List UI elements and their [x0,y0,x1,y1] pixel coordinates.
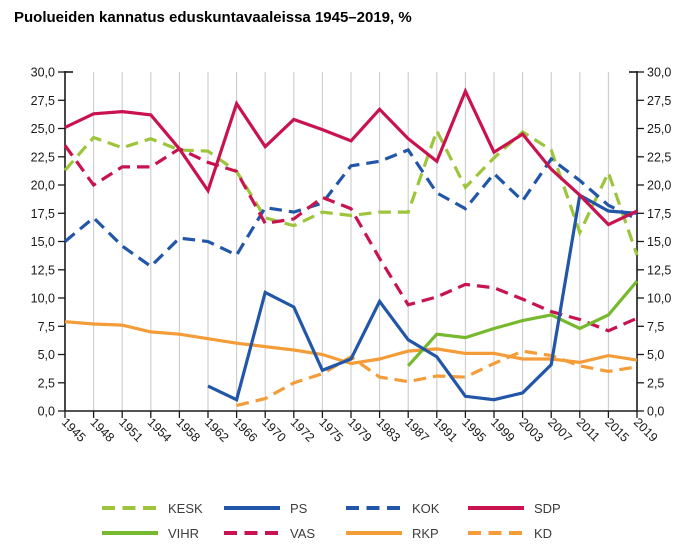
legend-line-sample-kesk [102,506,158,510]
y-tick-label: 5,0 [647,348,664,362]
legend-item-kd: KD [467,524,589,542]
y-tick-label: 2,5 [38,376,55,390]
series-line-sdp [64,87,638,227]
y-tick-label: 27,5 [647,94,671,108]
legend-line-sample-sdp [468,506,524,510]
series-line-kesk [63,126,639,256]
legend-line-sample-vihr [102,531,158,535]
x-tick-label: 1975 [316,415,346,445]
legend-item-vihr: VIHR [101,524,223,542]
series-line-ps [207,192,638,402]
legend-item-kesk: KESK [101,499,223,517]
x-tick-label: 1972 [288,415,318,445]
x-tick-label: 1954 [145,415,175,445]
y-tick-label: 20,0 [31,179,55,193]
y-tick-label: 25,0 [31,122,55,136]
legend-label: SDP [534,500,561,516]
x-tick-label: 1983 [373,415,403,445]
series-line-rkp [64,320,638,366]
x-tick-label: 1962 [202,415,232,445]
x-tick-label: 2003 [516,415,546,445]
legend-label: PS [290,500,308,516]
y-tick-label: 10,0 [31,292,55,306]
legend-item-kok: KOK [345,499,467,517]
y-tick-label: 0,0 [647,405,664,419]
series-line-kok [63,148,638,269]
y-tick-label: 20,0 [647,179,671,193]
y-tick-label: 15,0 [647,235,671,249]
x-tick-label: 1979 [345,415,375,445]
y-tick-label: 7,5 [647,320,664,334]
y-tick-label: 30,0 [647,66,671,80]
legend-label: VIHR [168,525,200,541]
legend-line-sample-kd [468,531,524,535]
legend-item-sdp: SDP [467,499,589,517]
x-tick-label: 1945 [59,415,89,445]
legend-label: VAS [290,525,316,541]
y-tick-label: 27,5 [31,94,55,108]
legend-item-ps: PS [223,499,345,517]
y-tick-label: 30,0 [31,66,55,80]
x-tick-label: 1958 [173,415,203,445]
x-tick-label: 2007 [545,415,575,445]
legend-line-sample-ps [224,506,280,510]
y-tick-label: 12,5 [647,263,671,277]
chart-title: Puolueiden kannatus eduskuntavaaleissa 1… [14,9,412,26]
legend-label: KD [534,525,553,541]
y-tick-label: 10,0 [647,292,671,306]
legend-label: RKP [412,525,439,541]
x-tick-label: 1995 [459,415,489,445]
x-tick-label: 2015 [602,415,632,445]
y-tick-label: 17,5 [31,207,55,221]
x-tick-label: 1991 [431,415,461,445]
y-axis-labels: 0,0 0,0 2,5 2,5 5,0 5,0 7,5 7,5 10,0 10,0 12,5 12,5… [31,66,672,419]
x-tick-label: 1970 [259,415,289,445]
x-tick-label: 1999 [488,415,518,445]
legend-item-vas: VAS [223,524,345,542]
y-tick-label: 25,0 [647,122,671,136]
x-tick-label: 2011 [574,415,603,444]
y-tick-label: 5,0 [38,348,55,362]
line-chart: 0,0 0,0 2,5 2,5 5,0 5,0 7,5 7,5 10,0 10,0 12,5 12,5… [31,66,672,445]
legend-label: KESK [168,500,203,516]
x-tick-label: 1966 [230,415,260,445]
x-tick-label: 1951 [116,415,146,445]
x-tick-label: 1987 [402,415,432,445]
y-tick-label: 17,5 [647,207,671,221]
legend-item-rkp: RKP [345,524,467,542]
legend-line-sample-rkp [346,531,402,535]
y-tick-label: 7,5 [38,320,55,334]
y-tick-label: 22,5 [31,150,55,164]
legend: KESK PS KOK SDP VIHR VAS [0,499,690,542]
series-line-vihr [407,280,639,367]
y-tick-label: 0,0 [38,405,55,419]
legend-line-sample-kok [346,506,402,510]
y-tick-label: 15,0 [31,235,55,249]
y-tick-label: 2,5 [647,376,664,390]
x-tick-label: 1948 [87,415,117,445]
series-line-vas [63,144,638,333]
legend-line-sample-vas [224,531,280,535]
x-axis-labels: 1945 1948 1951 1954 1958 1962 1966 1970 1972 1975… [59,411,661,445]
y-tick-label: 22,5 [647,150,671,164]
y-tick-label: 12,5 [31,263,55,277]
x-tick-label: 2019 [631,415,661,445]
legend-label: KOK [412,500,440,516]
